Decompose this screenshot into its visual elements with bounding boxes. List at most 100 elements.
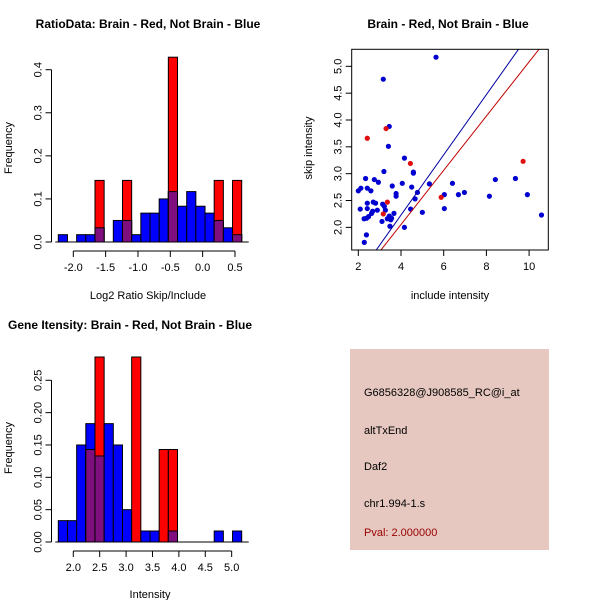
- brain-point: [380, 211, 386, 217]
- y-tick-label: 4.0: [333, 112, 345, 127]
- brain-point: [364, 135, 370, 141]
- x-tick-label: 4.5: [198, 562, 213, 574]
- not-brain-point: [393, 193, 399, 199]
- intensity-histogram-ylabel: Frequency: [3, 422, 15, 474]
- y-tick-label: 0.25: [33, 370, 45, 391]
- not-brain-point: [364, 185, 370, 191]
- y-tick-label: 0.4: [33, 62, 45, 77]
- brain-bar: [131, 356, 142, 543]
- brain-bar: [167, 449, 179, 543]
- not-brain-point: [357, 206, 363, 212]
- y-tick-label: 0.1: [33, 191, 45, 206]
- overlap-bar: [167, 191, 179, 243]
- not-brain-point: [365, 214, 372, 220]
- not-brain-bar: [121, 509, 133, 543]
- overlap-bar: [94, 455, 105, 543]
- scatter-ylabel: skip intensity: [303, 116, 315, 179]
- x-tick-label: -1.5: [96, 262, 115, 274]
- not-brain-point: [370, 208, 376, 214]
- y-tick-label: 0.2: [33, 148, 45, 163]
- x-tick-label: 2.0: [66, 562, 81, 574]
- brain-point: [384, 199, 390, 205]
- not-brain-point: [385, 143, 392, 149]
- not-brain-bar: [204, 212, 215, 243]
- p-value: Pval: 2.000000: [364, 527, 437, 539]
- not-brain-point: [401, 155, 408, 161]
- x-tick-label: -1.0: [128, 262, 147, 274]
- brain-point: [383, 125, 389, 132]
- x-tick-label: 2.5: [92, 562, 107, 574]
- not-brain-point: [364, 200, 370, 206]
- not-brain-point: [364, 205, 370, 212]
- not-brain-fit-line: [375, 49, 520, 250]
- not-brain-point: [399, 180, 405, 186]
- not-brain-bar: [140, 212, 151, 243]
- not-brain-point: [512, 175, 519, 182]
- not-brain-point: [355, 188, 361, 194]
- not-brain-bar: [177, 205, 188, 243]
- brain-point: [438, 194, 444, 200]
- info-panel-background: [350, 349, 549, 550]
- y-tick-label: 5.0: [333, 59, 345, 74]
- y-tick-label: 0.10: [33, 467, 45, 488]
- gene-name: Daf2: [364, 461, 387, 473]
- intensity-histogram-xlabel: Intensity: [130, 589, 171, 600]
- brain-bar: [158, 449, 169, 543]
- x-tick-label: 2: [355, 261, 361, 273]
- x-tick-label: 8: [483, 261, 489, 273]
- not-brain-point: [486, 193, 492, 199]
- brain-bar: [232, 179, 243, 243]
- x-tick-label: 6: [441, 261, 447, 273]
- not-brain-bar: [232, 530, 243, 543]
- not-brain-point: [433, 54, 439, 60]
- not-brain-point: [538, 212, 545, 218]
- not-brain-bar: [57, 520, 68, 543]
- not-brain-point: [381, 168, 387, 175]
- event-type: altTxEnd: [364, 425, 407, 437]
- not-brain-point: [401, 224, 408, 230]
- not-brain-bar: [131, 234, 142, 243]
- not-brain-point: [391, 210, 397, 216]
- plot-box: [351, 48, 549, 251]
- y-tick-label: 0.20: [33, 402, 45, 423]
- not-brain-point: [387, 223, 393, 229]
- overlap-bar: [213, 219, 224, 243]
- x-tick-label: -0.5: [161, 262, 180, 274]
- overlap-bar: [94, 227, 105, 243]
- not-brain-point: [388, 217, 394, 223]
- not-brain-bar: [112, 444, 123, 543]
- ratio-histogram-title: RatioData: Brain - Red, Not Brain - Blue: [36, 17, 261, 31]
- info-panel: G6856328@J908585_RC@i_at altTxEnd Daf2 c…: [350, 349, 549, 550]
- not-brain-point: [374, 207, 380, 213]
- overlap-bar: [232, 234, 243, 243]
- not-brain-point: [492, 176, 498, 183]
- not-brain-point: [455, 192, 462, 198]
- not-brain-point: [362, 175, 369, 182]
- intensity-histogram-title: Gene Itensity: Brain - Red, Not Brain - …: [8, 318, 252, 332]
- not-brain-bar: [57, 234, 68, 243]
- not-brain-point: [363, 232, 370, 238]
- not-brain-point: [524, 192, 530, 198]
- not-brain-bar: [76, 234, 87, 243]
- not-brain-point: [449, 180, 456, 186]
- x-tick-label: 0.5: [227, 262, 242, 274]
- scatter-xlabel: include intensity: [411, 290, 490, 302]
- ratio-histogram: RatioData: Brain - Red, Not Brain - Blue…: [3, 17, 261, 302]
- y-tick-label: 0.15: [33, 434, 45, 455]
- ratio-histogram-ylabel: Frequency: [3, 122, 15, 174]
- not-brain-point: [373, 200, 379, 206]
- not-brain-bar: [149, 530, 160, 543]
- overlap-bar: [121, 219, 133, 243]
- not-brain-bar: [158, 198, 169, 243]
- x-tick-label: 4: [398, 261, 404, 273]
- ratio-histogram-xlabel: Log2 Ratio Skip/Include: [90, 290, 206, 302]
- x-tick-label: 4.0: [171, 562, 186, 574]
- not-brain-point: [389, 183, 395, 189]
- location: chr1.994-1.s: [364, 498, 426, 510]
- y-tick-label: 3.0: [333, 166, 345, 181]
- not-brain-bar: [112, 219, 123, 243]
- y-tick-label: 0.3: [33, 105, 45, 120]
- not-brain-point: [375, 179, 381, 185]
- scatter-title: Brain - Red, Not Brain - Blue: [367, 17, 529, 31]
